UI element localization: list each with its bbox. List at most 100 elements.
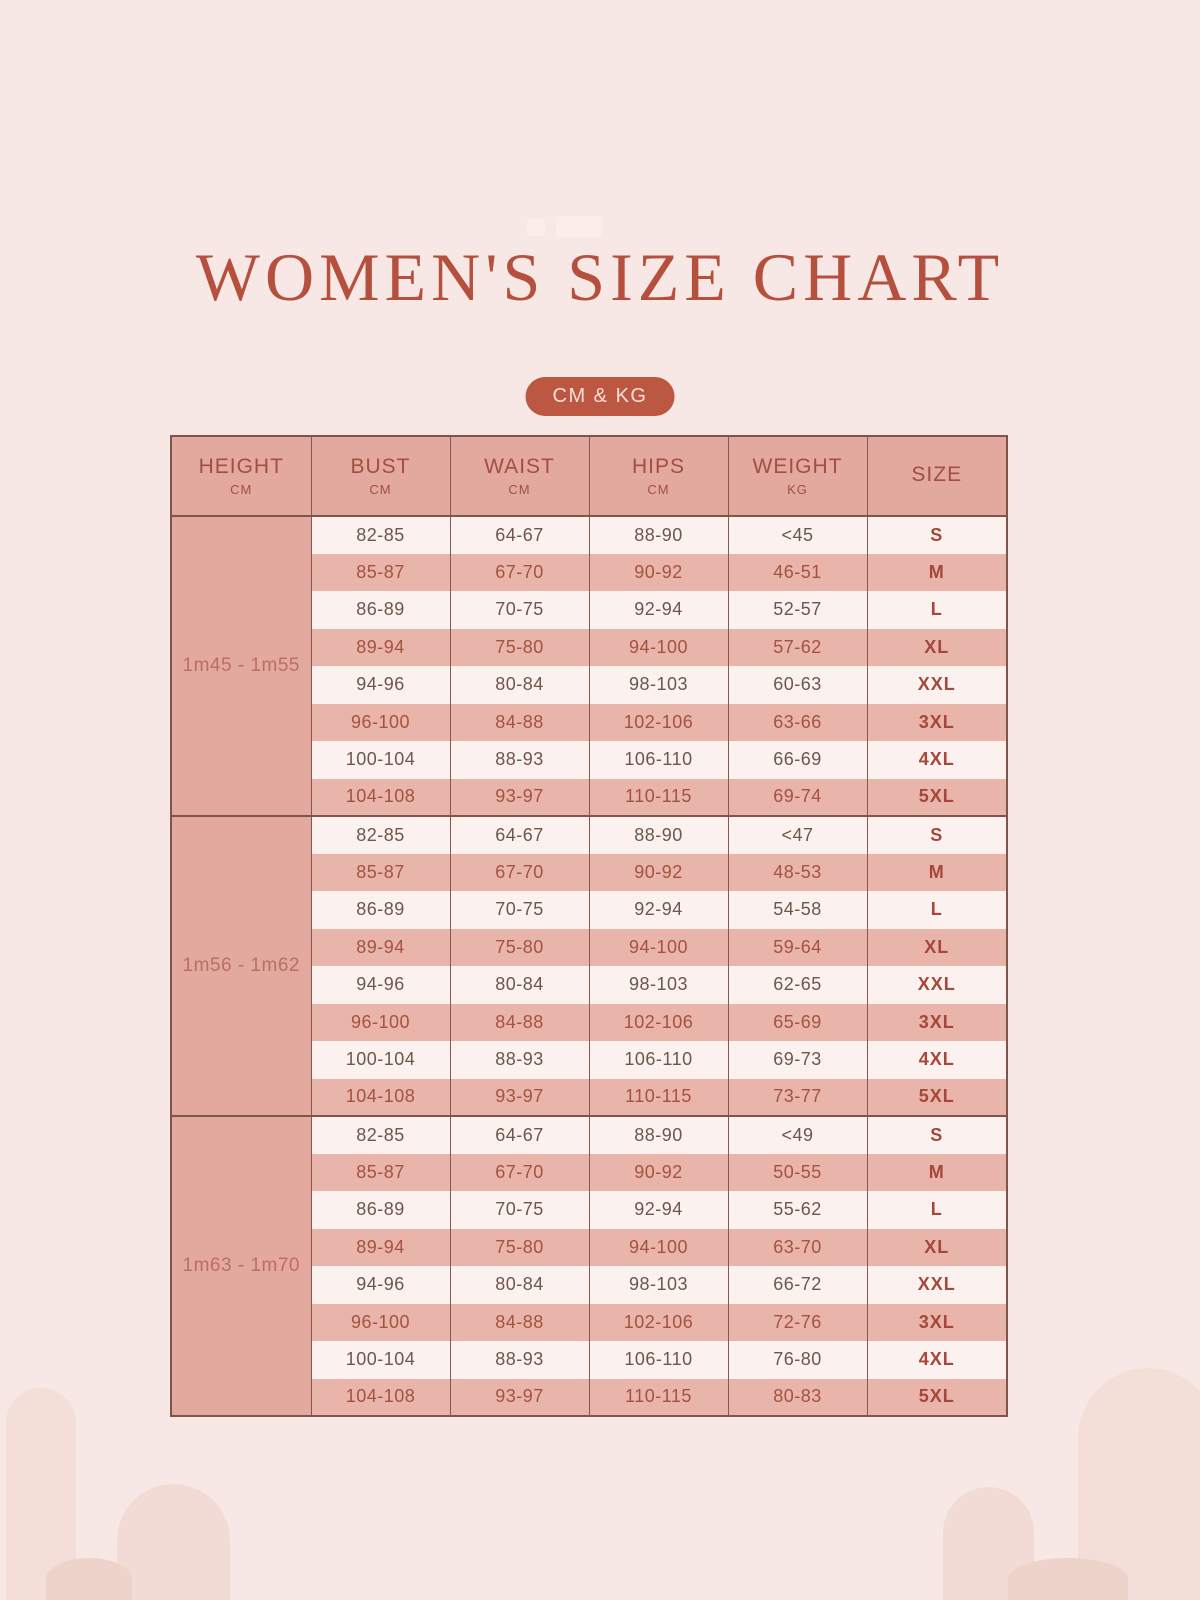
table-row: 1m45 - 1m55 82-85 64-67 88-90 <45 S: [170, 515, 1007, 816]
size-cell: S: [866, 815, 1007, 854]
size-cell: XL: [866, 928, 1007, 966]
size-cell: 3XL: [866, 703, 1007, 741]
bust-cell: 85-87: [310, 853, 450, 891]
weight-cell: 63-70: [727, 1228, 867, 1266]
hips-cell: 98-103: [588, 966, 728, 1004]
weight-cell: 76-80: [727, 1341, 867, 1379]
size-cell: 3XL: [866, 1303, 1007, 1341]
weight-cell: <47: [727, 815, 867, 854]
height-group-cell: 1m45 - 1m55: [170, 515, 311, 816]
bust-cell: 82-85: [310, 515, 450, 554]
bust-cell: 100-104: [310, 1041, 450, 1079]
table-row: 85-87 67-70 90-92 48-53 M: [171, 853, 1007, 891]
weight-cell: 60-63: [727, 666, 867, 704]
table-header-row: HEIGHT CM BUST CM WAIST CM HIPS CM WEIGH…: [170, 436, 1007, 517]
waist-cell: 84-88: [449, 703, 589, 741]
header-height: HEIGHT CM: [170, 436, 311, 517]
bust-cell: 82-85: [310, 815, 450, 854]
size-cell: L: [866, 591, 1007, 629]
column-unit: CM: [230, 482, 253, 497]
weight-cell: 69-73: [727, 1041, 867, 1079]
hips-cell: 94-100: [588, 628, 728, 666]
size-cell: M: [866, 1153, 1007, 1191]
hips-cell: 110-115: [588, 1078, 728, 1116]
table-row: 86-89 70-75 92-94 52-57 L: [171, 591, 1007, 629]
glare-decoration: [556, 216, 602, 238]
hips-cell: 90-92: [588, 1153, 728, 1191]
weight-cell: 66-69: [727, 741, 867, 779]
size-cell: S: [866, 515, 1007, 554]
bust-cell: 104-108: [310, 1078, 450, 1116]
size-cell: 5XL: [866, 778, 1007, 816]
size-cell: 4XL: [866, 741, 1007, 779]
column-unit: CM: [508, 482, 531, 497]
size-cell: 5XL: [866, 1378, 1007, 1416]
header-bust: BUST CM: [310, 436, 450, 517]
weight-cell: 55-62: [727, 1191, 867, 1229]
table-row: 96-100 84-88 102-106 63-66 3XL: [171, 703, 1007, 741]
waist-cell: 75-80: [449, 628, 589, 666]
waist-cell: 64-67: [449, 1115, 589, 1154]
waist-cell: 75-80: [449, 1228, 589, 1266]
arch-decoration-bottom-right-tall: [1078, 1368, 1200, 1600]
waist-cell: 80-84: [449, 666, 589, 704]
column-unit: CM: [369, 482, 392, 497]
hips-cell: 88-90: [588, 1115, 728, 1154]
bust-cell: 100-104: [310, 741, 450, 779]
hips-cell: 102-106: [588, 703, 728, 741]
bust-cell: 89-94: [310, 1228, 450, 1266]
table-row: 85-87 67-70 90-92 50-55 M: [171, 1153, 1007, 1191]
bust-cell: 94-96: [310, 666, 450, 704]
size-cell: 5XL: [866, 1078, 1007, 1116]
hips-cell: 92-94: [588, 591, 728, 629]
weight-cell: 72-76: [727, 1303, 867, 1341]
column-label: SIZE: [911, 462, 963, 486]
size-cell: L: [866, 891, 1007, 929]
hips-cell: 88-90: [588, 515, 728, 554]
bust-cell: 104-108: [310, 1378, 450, 1416]
weight-cell: 46-51: [727, 553, 867, 591]
waist-cell: 88-93: [449, 741, 589, 779]
bust-cell: 96-100: [310, 1303, 450, 1341]
arch-decoration-bottom-left-small: [117, 1484, 230, 1600]
hips-cell: 110-115: [588, 778, 728, 816]
height-group-cell: 1m63 - 1m70: [170, 1115, 311, 1416]
weight-cell: <45: [727, 515, 867, 554]
table-row: 100-104 88-93 106-110 69-73 4XL: [171, 1041, 1007, 1079]
weight-cell: 80-83: [727, 1378, 867, 1416]
weight-cell: <49: [727, 1115, 867, 1154]
bust-cell: 96-100: [310, 703, 450, 741]
weight-cell: 59-64: [727, 928, 867, 966]
table-row: 86-89 70-75 92-94 55-62 L: [171, 1191, 1007, 1229]
hips-cell: 94-100: [588, 928, 728, 966]
table-row: 96-100 84-88 102-106 65-69 3XL: [171, 1003, 1007, 1041]
units-badge: CM & KG: [525, 377, 675, 416]
weight-cell: 52-57: [727, 591, 867, 629]
bust-cell: 82-85: [310, 1115, 450, 1154]
arch-decoration-bottom-left-tall: [6, 1388, 76, 1600]
bust-cell: 85-87: [310, 1153, 450, 1191]
header-size: SIZE: [866, 436, 1007, 517]
hips-cell: 98-103: [588, 666, 728, 704]
size-cell: XL: [866, 1228, 1007, 1266]
bust-cell: 94-96: [310, 1266, 450, 1304]
size-chart-table: HEIGHT CM BUST CM WAIST CM HIPS CM WEIGH…: [170, 435, 1008, 1417]
hips-cell: 90-92: [588, 553, 728, 591]
table-row: 1m56 - 1m62 82-85 64-67 88-90 <47 S: [170, 815, 1007, 1116]
hips-cell: 110-115: [588, 1378, 728, 1416]
size-cell: 4XL: [866, 1341, 1007, 1379]
table-row: 89-94 75-80 94-100 57-62 XL: [171, 628, 1007, 666]
waist-cell: 88-93: [449, 1341, 589, 1379]
table-row: 94-96 80-84 98-103 62-65 XXL: [171, 966, 1007, 1004]
hips-cell: 106-110: [588, 1041, 728, 1079]
weight-cell: 65-69: [727, 1003, 867, 1041]
weight-cell: 54-58: [727, 891, 867, 929]
size-cell: XL: [866, 628, 1007, 666]
weight-cell: 63-66: [727, 703, 867, 741]
size-cell: XXL: [866, 966, 1007, 1004]
waist-cell: 80-84: [449, 966, 589, 1004]
weight-cell: 50-55: [727, 1153, 867, 1191]
table-row: 100-104 88-93 106-110 76-80 4XL: [171, 1341, 1007, 1379]
hips-cell: 106-110: [588, 1341, 728, 1379]
waist-cell: 88-93: [449, 1041, 589, 1079]
